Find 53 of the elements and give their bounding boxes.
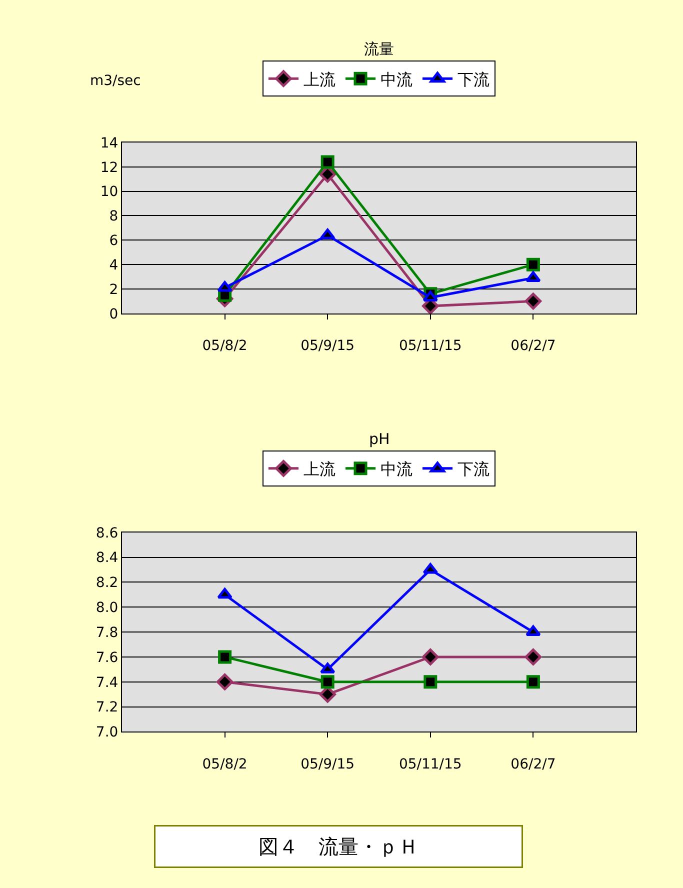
- point: [320, 155, 334, 169]
- y-tick-label: 8: [109, 208, 118, 225]
- legend-label: 上流: [304, 460, 336, 479]
- y-tick-label: 7.0: [96, 724, 118, 741]
- point: [524, 292, 542, 310]
- point: [524, 648, 542, 666]
- point: [424, 675, 438, 689]
- y-tick-label: 7.2: [96, 700, 118, 716]
- x-tick-label: 05/8/2: [202, 338, 248, 354]
- y-tick-label: 8.4: [96, 550, 118, 566]
- point: [320, 228, 336, 240]
- x-tick-label: 06/2/7: [510, 338, 556, 354]
- y-tick-label: 7.4: [96, 674, 118, 691]
- point: [422, 648, 439, 666]
- x-tick-label: 05/11/15: [398, 338, 462, 354]
- y-tick-label: 4: [109, 257, 118, 274]
- point: [216, 673, 234, 690]
- y-tick-label: 0: [109, 306, 118, 322]
- chart-title: 流量: [364, 40, 394, 58]
- x-tick-label: 05/11/15: [398, 756, 462, 773]
- y-tick-label: 8.0: [96, 600, 118, 616]
- legend-label: 中流: [380, 460, 412, 479]
- point: [526, 675, 540, 689]
- y-tick-label: 7.6: [96, 650, 118, 666]
- point: [422, 562, 438, 574]
- x-tick-label: 05/9/15: [300, 338, 355, 354]
- point: [422, 290, 438, 302]
- y-tick-label: 2: [109, 282, 118, 298]
- point: [217, 588, 232, 599]
- legend-label: 下流: [458, 460, 490, 479]
- point: [320, 662, 336, 674]
- y-tick-label: 7.8: [96, 624, 118, 641]
- legend-label: 下流: [458, 70, 490, 89]
- x-tick-label: 05/8/2: [202, 756, 248, 773]
- y-tick-label: 12: [100, 160, 118, 176]
- y-tick-label: 6: [109, 233, 118, 250]
- x-tick-label: 05/9/15: [300, 756, 355, 773]
- legend-label: 中流: [380, 70, 412, 89]
- point: [218, 650, 232, 664]
- caption: 図４ 流量・ｐＨ: [258, 834, 418, 858]
- y-tick-label: 10: [100, 184, 118, 200]
- y-axis-title: m3/sec: [90, 73, 141, 89]
- y-tick-label: 14: [100, 135, 118, 152]
- point: [320, 675, 334, 689]
- y-tick-label: 8.2: [96, 575, 118, 592]
- x-tick-label: 06/2/7: [510, 756, 556, 773]
- point: [217, 281, 232, 292]
- point: [526, 625, 541, 636]
- point: [526, 271, 541, 282]
- chart-title: pH: [369, 430, 390, 448]
- y-tick-label: 8.6: [96, 525, 118, 542]
- legend-label: 上流: [304, 70, 336, 89]
- point: [526, 258, 540, 272]
